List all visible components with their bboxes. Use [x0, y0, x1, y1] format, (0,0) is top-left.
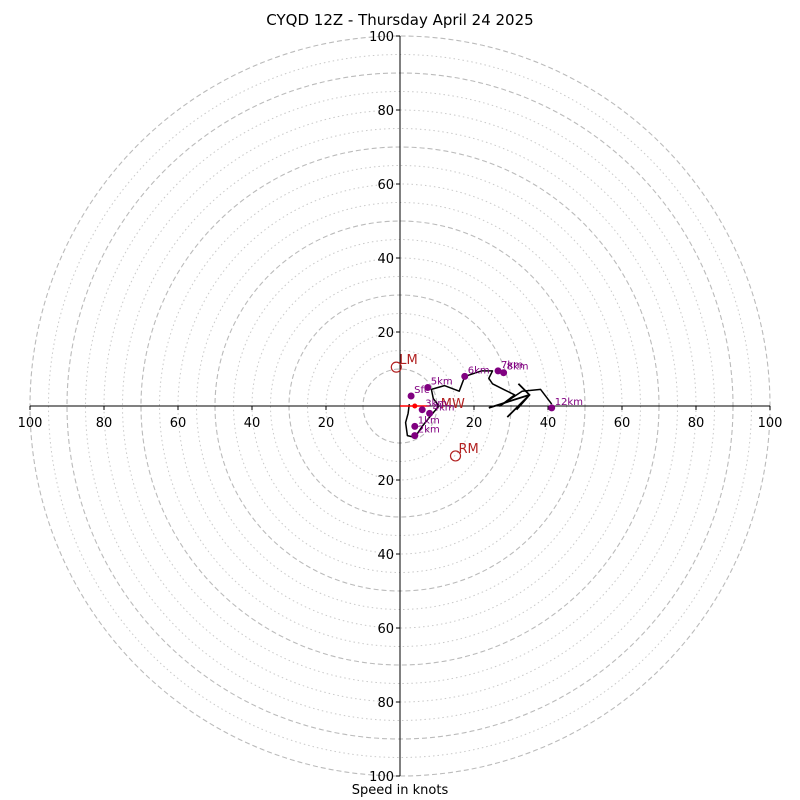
x-tick-label: 40: [540, 416, 557, 431]
height-label-5km: 5km: [431, 377, 453, 388]
height-marker-7km: [494, 367, 502, 375]
x-tick-label: 20: [318, 416, 335, 431]
y-tick-label: 20: [377, 474, 394, 489]
x-tick-label: 20: [466, 416, 483, 431]
height-marker-sfc: [407, 392, 415, 400]
height-label-8km: 8km: [507, 362, 529, 373]
height-marker-3km: [418, 406, 426, 414]
height-marker-5km: [424, 384, 432, 391]
y-tick-label: 100: [369, 770, 394, 785]
height-marker-2km: [411, 432, 419, 440]
height-marker-1km: [411, 422, 419, 430]
chart-title: CYQD 12Z - Thursday April 24 2025: [266, 11, 534, 29]
y-tick-label: 40: [377, 252, 394, 267]
wind-barb-flag: [506, 394, 531, 418]
y-tick-label: 80: [377, 104, 394, 119]
height-marker-12km: [548, 404, 556, 412]
height-marker-4km: [426, 409, 434, 417]
y-tick-label: 60: [377, 622, 394, 637]
height-label-2km: 2km: [418, 425, 440, 436]
mean-wind-point: [412, 403, 418, 409]
storm-motion-rm-marker: [449, 450, 462, 462]
y-tick-label: 80: [377, 696, 394, 711]
height-label-6km: 6km: [468, 365, 490, 376]
x-axis-label: Speed in knots: [351, 783, 449, 798]
height-marker-6km: [461, 372, 469, 380]
height-label-sfc: Sfc: [414, 385, 429, 396]
y-tick-label: 40: [377, 548, 394, 563]
height-label-4km: 4km: [433, 402, 455, 413]
storm-motion-rm-label: RM: [459, 442, 479, 457]
wind-barb: [488, 383, 531, 418]
storm-motion-lm-label: LM: [399, 353, 417, 368]
height-marker-8km: [500, 369, 508, 377]
height-label-12km: 12km: [555, 397, 583, 408]
y-tick-label: 100: [369, 30, 394, 45]
mean-wind-label: MW: [441, 397, 465, 412]
storm-motion-lm-marker: [390, 361, 402, 373]
y-tick-label: 60: [377, 178, 394, 193]
height-label-1km: 1km: [418, 415, 440, 426]
x-tick-label: 80: [96, 416, 113, 431]
x-tick-label: 100: [758, 416, 783, 431]
x-tick-label: 80: [688, 416, 705, 431]
height-label-3km: 3km: [425, 399, 447, 410]
x-tick-label: 60: [614, 416, 631, 431]
x-tick-label: 40: [244, 416, 261, 431]
y-tick-label: 20: [377, 326, 394, 341]
x-tick-label: 100: [18, 416, 43, 431]
height-label-7km: 7km: [501, 360, 523, 371]
wind-barb-shaft: [488, 394, 530, 409]
x-tick-label: 60: [170, 416, 187, 431]
